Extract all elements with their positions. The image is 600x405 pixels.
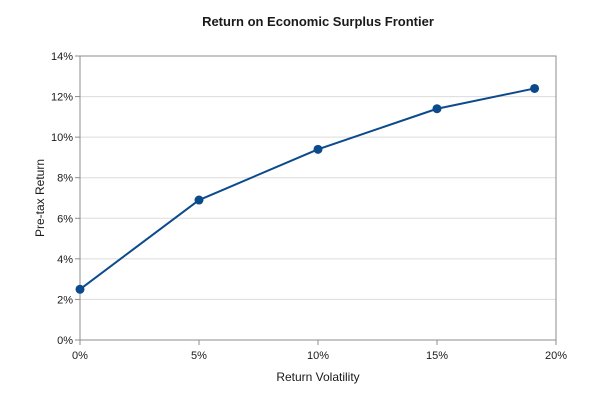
x-tick-label-4: 20%: [545, 350, 567, 362]
x-tick-label-2: 10%: [307, 350, 329, 362]
data-point-0-1: [194, 195, 204, 205]
tick-labels: 0% 2% 4% 6% 8% 10% 12% 14% 0% 5% 10% 15% 20%: [51, 51, 567, 362]
y-tick-label-3: 6%: [57, 213, 73, 225]
data-point-0-0: [75, 284, 85, 294]
x-axis-label: Return Volatility: [276, 370, 359, 384]
y-tick-label-4: 8%: [57, 173, 73, 185]
chart-title: Return on Economic Surplus Frontier: [202, 14, 434, 29]
y-tick-label-2: 4%: [57, 254, 73, 266]
gridlines: [80, 96, 556, 300]
x-tick-label-3: 15%: [426, 350, 448, 362]
series-layer: [75, 83, 540, 294]
y-tick-label-7: 14%: [51, 51, 73, 63]
y-tick-label-1: 2%: [57, 294, 73, 306]
axes: [75, 55, 557, 345]
data-point-0-4: [530, 83, 540, 93]
y-axis-label: Pre-tax Return: [33, 159, 47, 237]
data-point-0-2: [313, 144, 323, 154]
data-point-0-3: [432, 104, 442, 114]
y-tick-label-0: 0%: [57, 335, 73, 347]
x-tick-label-1: 5%: [191, 350, 207, 362]
x-tick-label-0: 0%: [72, 350, 88, 362]
y-tick-label-6: 12%: [51, 92, 73, 104]
y-tick-label-5: 10%: [51, 132, 73, 144]
